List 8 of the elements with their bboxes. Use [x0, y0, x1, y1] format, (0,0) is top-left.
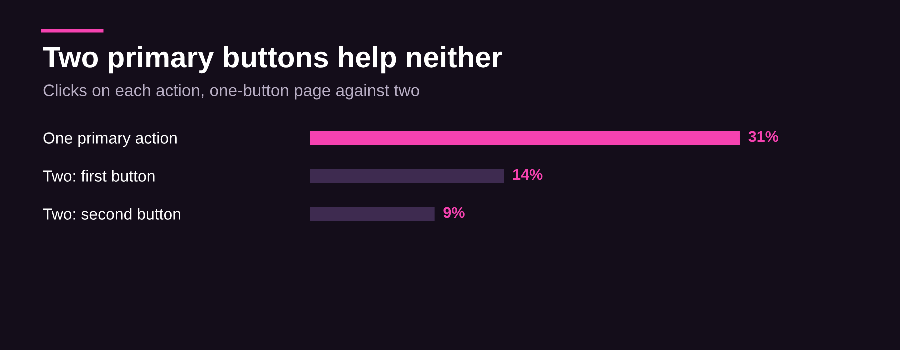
y-tick-label: Two: second button — [43, 208, 180, 220]
y-tick-label: One primary action — [44, 132, 177, 148]
chart-subtitle: Clicks on each action, one-button page against two — [44, 84, 420, 100]
data-label: 31% — [748, 131, 779, 142]
y-tick-label: Two: first button — [43, 170, 155, 182]
data-label: 9% — [444, 207, 465, 218]
chart-title: Two primary buttons help neither — [43, 46, 502, 74]
data-label: 14% — [513, 169, 543, 180]
